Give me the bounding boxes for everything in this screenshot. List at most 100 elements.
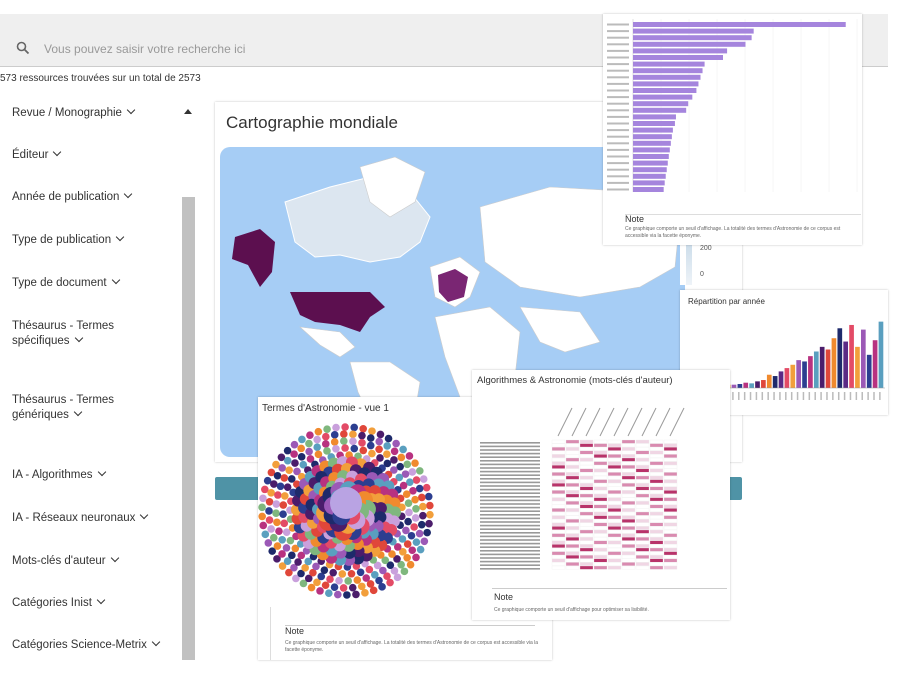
bubble bbox=[350, 444, 359, 453]
cell bbox=[649, 490, 664, 494]
cell bbox=[635, 537, 650, 541]
cell bbox=[621, 522, 636, 527]
facet[interactable]: IA - Réseaux neuronaux bbox=[12, 510, 149, 526]
cell bbox=[663, 558, 678, 563]
cell bbox=[635, 544, 650, 548]
bubble bbox=[304, 557, 313, 566]
bubble bbox=[402, 526, 410, 535]
cell bbox=[663, 504, 678, 509]
cell bbox=[621, 443, 636, 448]
bar bbox=[755, 381, 760, 388]
bar bbox=[633, 114, 676, 120]
label-stub bbox=[607, 188, 629, 191]
bubble bbox=[265, 507, 273, 515]
bubble bbox=[340, 430, 348, 438]
cell bbox=[663, 483, 678, 487]
cell bbox=[579, 540, 594, 545]
facet[interactable]: Type de publication bbox=[12, 232, 125, 248]
bar bbox=[790, 364, 796, 388]
chevron bbox=[151, 637, 161, 647]
bubble bbox=[312, 562, 320, 571]
cell bbox=[621, 511, 636, 516]
bubble bbox=[270, 480, 278, 488]
bubble bbox=[273, 542, 282, 550]
bubble bbox=[366, 441, 375, 450]
bubble bbox=[341, 444, 349, 452]
bubble bbox=[338, 570, 347, 578]
x-label-stub bbox=[738, 392, 740, 400]
bar bbox=[633, 74, 701, 80]
cell bbox=[593, 490, 608, 494]
result-count: 573 ressources trouvées sur un total de … bbox=[0, 73, 201, 84]
bar bbox=[731, 384, 737, 388]
facet[interactable]: Éditeur bbox=[12, 147, 62, 163]
label-stub bbox=[607, 63, 629, 66]
facet[interactable]: Catégories Inist bbox=[12, 595, 106, 611]
bubble bbox=[278, 536, 286, 544]
scroll-up[interactable] bbox=[183, 108, 193, 116]
facet[interactable]: Année de publication bbox=[12, 189, 133, 205]
facet[interactable]: Catégories Science-Metrix bbox=[12, 637, 161, 653]
cell bbox=[579, 537, 594, 541]
cell bbox=[579, 447, 594, 451]
cell bbox=[649, 515, 664, 520]
heatmap-panel: Algorithmes & Astronomie (mots-clés d'au… bbox=[472, 370, 730, 620]
bubble bbox=[378, 583, 386, 591]
cell bbox=[607, 439, 622, 444]
bubble bbox=[361, 589, 369, 597]
facet[interactable]: Revue / Monographie bbox=[12, 105, 136, 121]
bubble bbox=[392, 439, 400, 448]
cell bbox=[551, 465, 566, 469]
cell bbox=[621, 558, 636, 563]
row-label-stub bbox=[480, 442, 540, 444]
bubble bbox=[347, 569, 356, 578]
cell bbox=[565, 558, 580, 563]
bubble bbox=[286, 536, 295, 545]
cell bbox=[607, 475, 622, 480]
bubble bbox=[393, 573, 402, 582]
bubble bbox=[288, 551, 296, 560]
cell bbox=[663, 562, 678, 566]
cell bbox=[635, 454, 650, 458]
bubble bbox=[405, 508, 413, 517]
bubble bbox=[390, 456, 398, 464]
cell bbox=[565, 526, 580, 530]
scrollbar[interactable] bbox=[182, 197, 195, 660]
cell bbox=[635, 565, 650, 570]
bubble bbox=[283, 456, 292, 465]
facet[interactable]: Thésaurus - Termes spécifiques bbox=[12, 319, 122, 349]
bubble bbox=[369, 586, 378, 595]
cell bbox=[635, 558, 650, 563]
cell bbox=[649, 565, 664, 570]
bubble bbox=[359, 446, 368, 455]
cell bbox=[621, 447, 636, 451]
cell bbox=[565, 450, 580, 455]
x-label-stub bbox=[808, 392, 811, 400]
cell bbox=[565, 551, 580, 556]
cell bbox=[663, 551, 678, 556]
chevron bbox=[115, 232, 125, 242]
cell bbox=[593, 497, 608, 502]
row-label-stub bbox=[480, 539, 540, 541]
cell bbox=[621, 551, 636, 556]
cell bbox=[551, 551, 566, 556]
facet[interactable]: IA - Algorithmes bbox=[12, 467, 106, 483]
cell bbox=[579, 544, 594, 548]
cell bbox=[621, 562, 636, 566]
label-stub bbox=[607, 148, 629, 151]
cell bbox=[635, 486, 650, 491]
x-label-stub bbox=[796, 392, 799, 400]
cell bbox=[607, 558, 622, 563]
chevron bbox=[111, 275, 120, 285]
bubble bbox=[279, 501, 288, 509]
facet[interactable]: Mots-clés d'auteur bbox=[12, 553, 119, 569]
facet[interactable]: Type de document bbox=[12, 275, 120, 291]
bubble bbox=[267, 468, 276, 477]
facet[interactable]: Thésaurus - Termes génériques bbox=[12, 393, 122, 423]
row-label-stub bbox=[480, 553, 540, 556]
x-label-stub bbox=[749, 392, 752, 400]
bubble bbox=[412, 505, 420, 513]
cell bbox=[621, 483, 636, 487]
cell bbox=[649, 450, 664, 455]
col-label-stub bbox=[585, 407, 601, 437]
